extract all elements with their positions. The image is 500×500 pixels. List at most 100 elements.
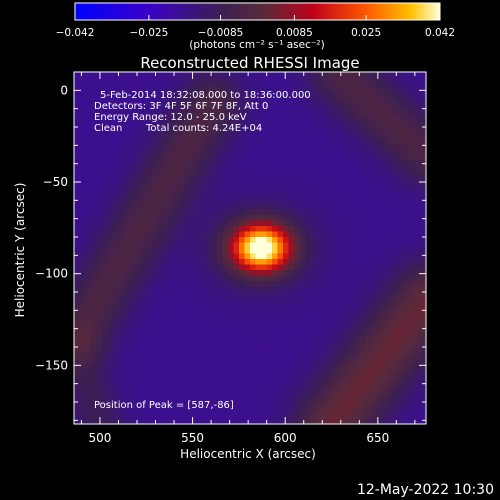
heatmap-cell: [74, 347, 80, 353]
heatmap-cell: [387, 116, 394, 122]
heatmap-cell: [96, 292, 102, 298]
heatmap-cell: [365, 418, 372, 424]
heatmap-cell: [294, 237, 300, 243]
heatmap-cell: [162, 248, 168, 254]
heatmap-cell: [129, 231, 135, 238]
heatmap-cell: [178, 149, 185, 155]
heatmap-cell: [349, 127, 355, 133]
heatmap-cell: [409, 369, 416, 375]
heatmap-cell: [272, 418, 278, 424]
heatmap-cell: [123, 187, 130, 194]
heatmap-cell: [316, 391, 322, 397]
heatmap-cell: [327, 187, 333, 194]
heatmap-cell: [338, 226, 344, 232]
heatmap-cell: [398, 143, 405, 150]
heatmap-cell: [162, 132, 168, 139]
heatmap-cell: [173, 187, 179, 194]
heatmap-cell: [398, 215, 405, 221]
heatmap-cell: [316, 220, 322, 227]
heatmap-cell: [349, 264, 355, 271]
heatmap-cell: [288, 154, 295, 161]
heatmap-cell: [184, 325, 190, 331]
heatmap-cell: [90, 319, 97, 326]
heatmap-cell: [415, 187, 421, 194]
heatmap-cell: [140, 149, 146, 155]
heatmap-cell: [162, 385, 168, 392]
heatmap-cell: [222, 380, 229, 386]
heatmap-cell: [96, 143, 102, 150]
heatmap-cell: [189, 215, 196, 221]
heatmap-cell: [151, 363, 157, 370]
heatmap-cell: [184, 165, 190, 172]
heatmap-cell: [151, 176, 157, 183]
heatmap-cell: [195, 242, 201, 249]
heatmap-cell: [327, 358, 333, 364]
heatmap-cell: [266, 165, 273, 172]
heatmap-cell: [96, 402, 102, 408]
heatmap-cell: [206, 358, 212, 364]
heatmap-cell: [118, 149, 124, 155]
heatmap-cell: [305, 171, 311, 177]
heatmap-cell: [283, 110, 289, 117]
heatmap-cell: [211, 418, 218, 424]
heatmap-cell: [343, 352, 350, 359]
heatmap-cell: [107, 99, 113, 106]
heatmap-cell: [162, 286, 168, 293]
heatmap-cell: [354, 330, 361, 337]
heatmap-cell: [129, 149, 135, 155]
heatmap-cell: [107, 314, 113, 320]
heatmap-cell: [382, 226, 388, 232]
heatmap-cell: [393, 242, 399, 249]
heatmap-cell: [255, 396, 262, 403]
heatmap-cell: [299, 132, 306, 139]
heatmap-cell: [129, 385, 135, 392]
heatmap-cell: [217, 105, 223, 111]
heatmap-cell: [200, 369, 207, 375]
heatmap-cell: [327, 292, 333, 298]
x-tick-labels: 500 550 600 650: [88, 431, 389, 445]
heatmap-cell: [305, 336, 311, 342]
heatmap-cell: [261, 286, 267, 293]
heatmap-cell: [167, 325, 174, 331]
heatmap-cell: [74, 308, 80, 315]
heatmap-cell: [101, 121, 108, 128]
heatmap-cell: [261, 204, 267, 210]
heatmap-cell: [90, 259, 97, 265]
heatmap-cell: [409, 220, 416, 227]
heatmap-cell: [184, 402, 190, 408]
heatmap-cell: [398, 187, 405, 194]
heatmap-cell: [79, 160, 86, 166]
heatmap-cell: [140, 132, 146, 139]
heatmap-cell: [211, 149, 218, 155]
heatmap-cell: [167, 413, 174, 419]
heatmap-cell: [184, 281, 190, 287]
x-axis-label: Heliocentric X (arcsec): [180, 447, 316, 461]
heatmap-cell: [393, 303, 399, 309]
heatmap-cell: [299, 264, 306, 271]
heatmap-cell: [107, 187, 113, 194]
heatmap-cell: [404, 413, 410, 419]
heatmap-cell: [294, 198, 300, 205]
heatmap-cell: [74, 396, 80, 403]
heatmap-cell: [283, 358, 289, 364]
heatmap-cell: [382, 270, 388, 276]
heatmap-cell: [151, 127, 157, 133]
heatmap-cell: [118, 121, 124, 128]
heatmap-cell: [354, 391, 361, 397]
heatmap-cell: [211, 77, 218, 84]
heatmap-cell: [365, 336, 372, 342]
heatmap-cell: [255, 242, 262, 249]
heatmap-cell: [261, 226, 267, 232]
heatmap-cell: [156, 407, 163, 414]
heatmap-cell: [167, 198, 174, 205]
heatmap-cell: [244, 259, 251, 265]
heatmap-cell: [404, 226, 410, 232]
heatmap-cell: [261, 231, 267, 238]
heatmap-cell: [239, 165, 245, 172]
heatmap-cell: [167, 110, 174, 117]
heatmap-cell: [321, 319, 328, 326]
heatmap-cell: [409, 270, 416, 276]
heatmap-cell: [206, 325, 212, 331]
heatmap-cell: [415, 127, 421, 133]
heatmap-cell: [167, 154, 174, 161]
